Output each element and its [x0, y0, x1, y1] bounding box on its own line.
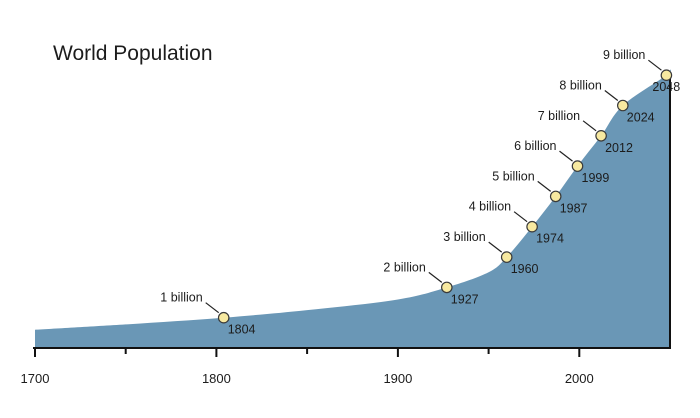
year-label: 1987: [560, 201, 588, 215]
milestone-7b: 7 billion 2012: [538, 109, 633, 155]
year-label: 2012: [605, 141, 633, 155]
x-tick-label: 1800: [202, 371, 231, 386]
year-label: 1974: [536, 232, 564, 246]
leader-line: [537, 180, 552, 192]
milestone-5b: 5 billion 1987: [492, 169, 587, 215]
milestone-6b: 6 billion 1999: [514, 139, 609, 185]
x-tick-label: 1700: [21, 371, 50, 386]
milestone-2b: 2 billion 1927: [383, 260, 478, 306]
year-label: 1927: [451, 292, 479, 306]
population-label: 9 billion: [603, 48, 645, 62]
population-label: 5 billion: [492, 169, 534, 183]
leader-line: [648, 59, 662, 71]
leader-line: [205, 302, 220, 314]
milestone-point: [571, 160, 584, 172]
milestone-9b: 9 billion 2048: [603, 48, 680, 94]
leader-line: [428, 271, 443, 283]
leader-line: [604, 90, 619, 101]
milestone-point: [526, 220, 538, 233]
leader-line: [582, 120, 597, 132]
population-label: 2 billion: [383, 260, 425, 274]
milestone-1b: 1 billion 1804: [160, 291, 255, 337]
population-label: 8 billion: [559, 79, 601, 93]
x-tick-label: 2000: [565, 371, 594, 386]
population-label: 1 billion: [160, 291, 202, 305]
year-label: 1960: [511, 262, 539, 276]
year-label: 1804: [228, 323, 256, 337]
leader-line: [513, 211, 528, 223]
milestone-4b: 4 billion 1974: [469, 200, 564, 246]
year-label: 2024: [627, 111, 655, 125]
population-label: 7 billion: [538, 109, 580, 123]
milestone-8b: 8 billion 2024: [559, 79, 654, 125]
leader-line: [559, 150, 573, 162]
population-label: 6 billion: [514, 139, 556, 153]
chart-title: World Population: [53, 42, 213, 65]
population-label: 4 billion: [469, 200, 511, 214]
x-tick-label: 1900: [383, 371, 412, 386]
milestone-point: [217, 311, 230, 324]
population-area: [35, 69, 671, 348]
milestone-point: [440, 281, 453, 294]
milestone-point: [595, 130, 607, 142]
milestone-point: [500, 251, 513, 263]
milestone-3b: 3 billion 1960: [443, 230, 538, 276]
year-label: 2048: [652, 80, 680, 94]
year-label: 1999: [582, 171, 610, 185]
population-label: 3 billion: [443, 230, 485, 244]
milestone-point: [660, 69, 673, 81]
milestone-point: [616, 99, 629, 112]
milestone-point: [549, 190, 562, 203]
leader-line: [488, 241, 503, 253]
